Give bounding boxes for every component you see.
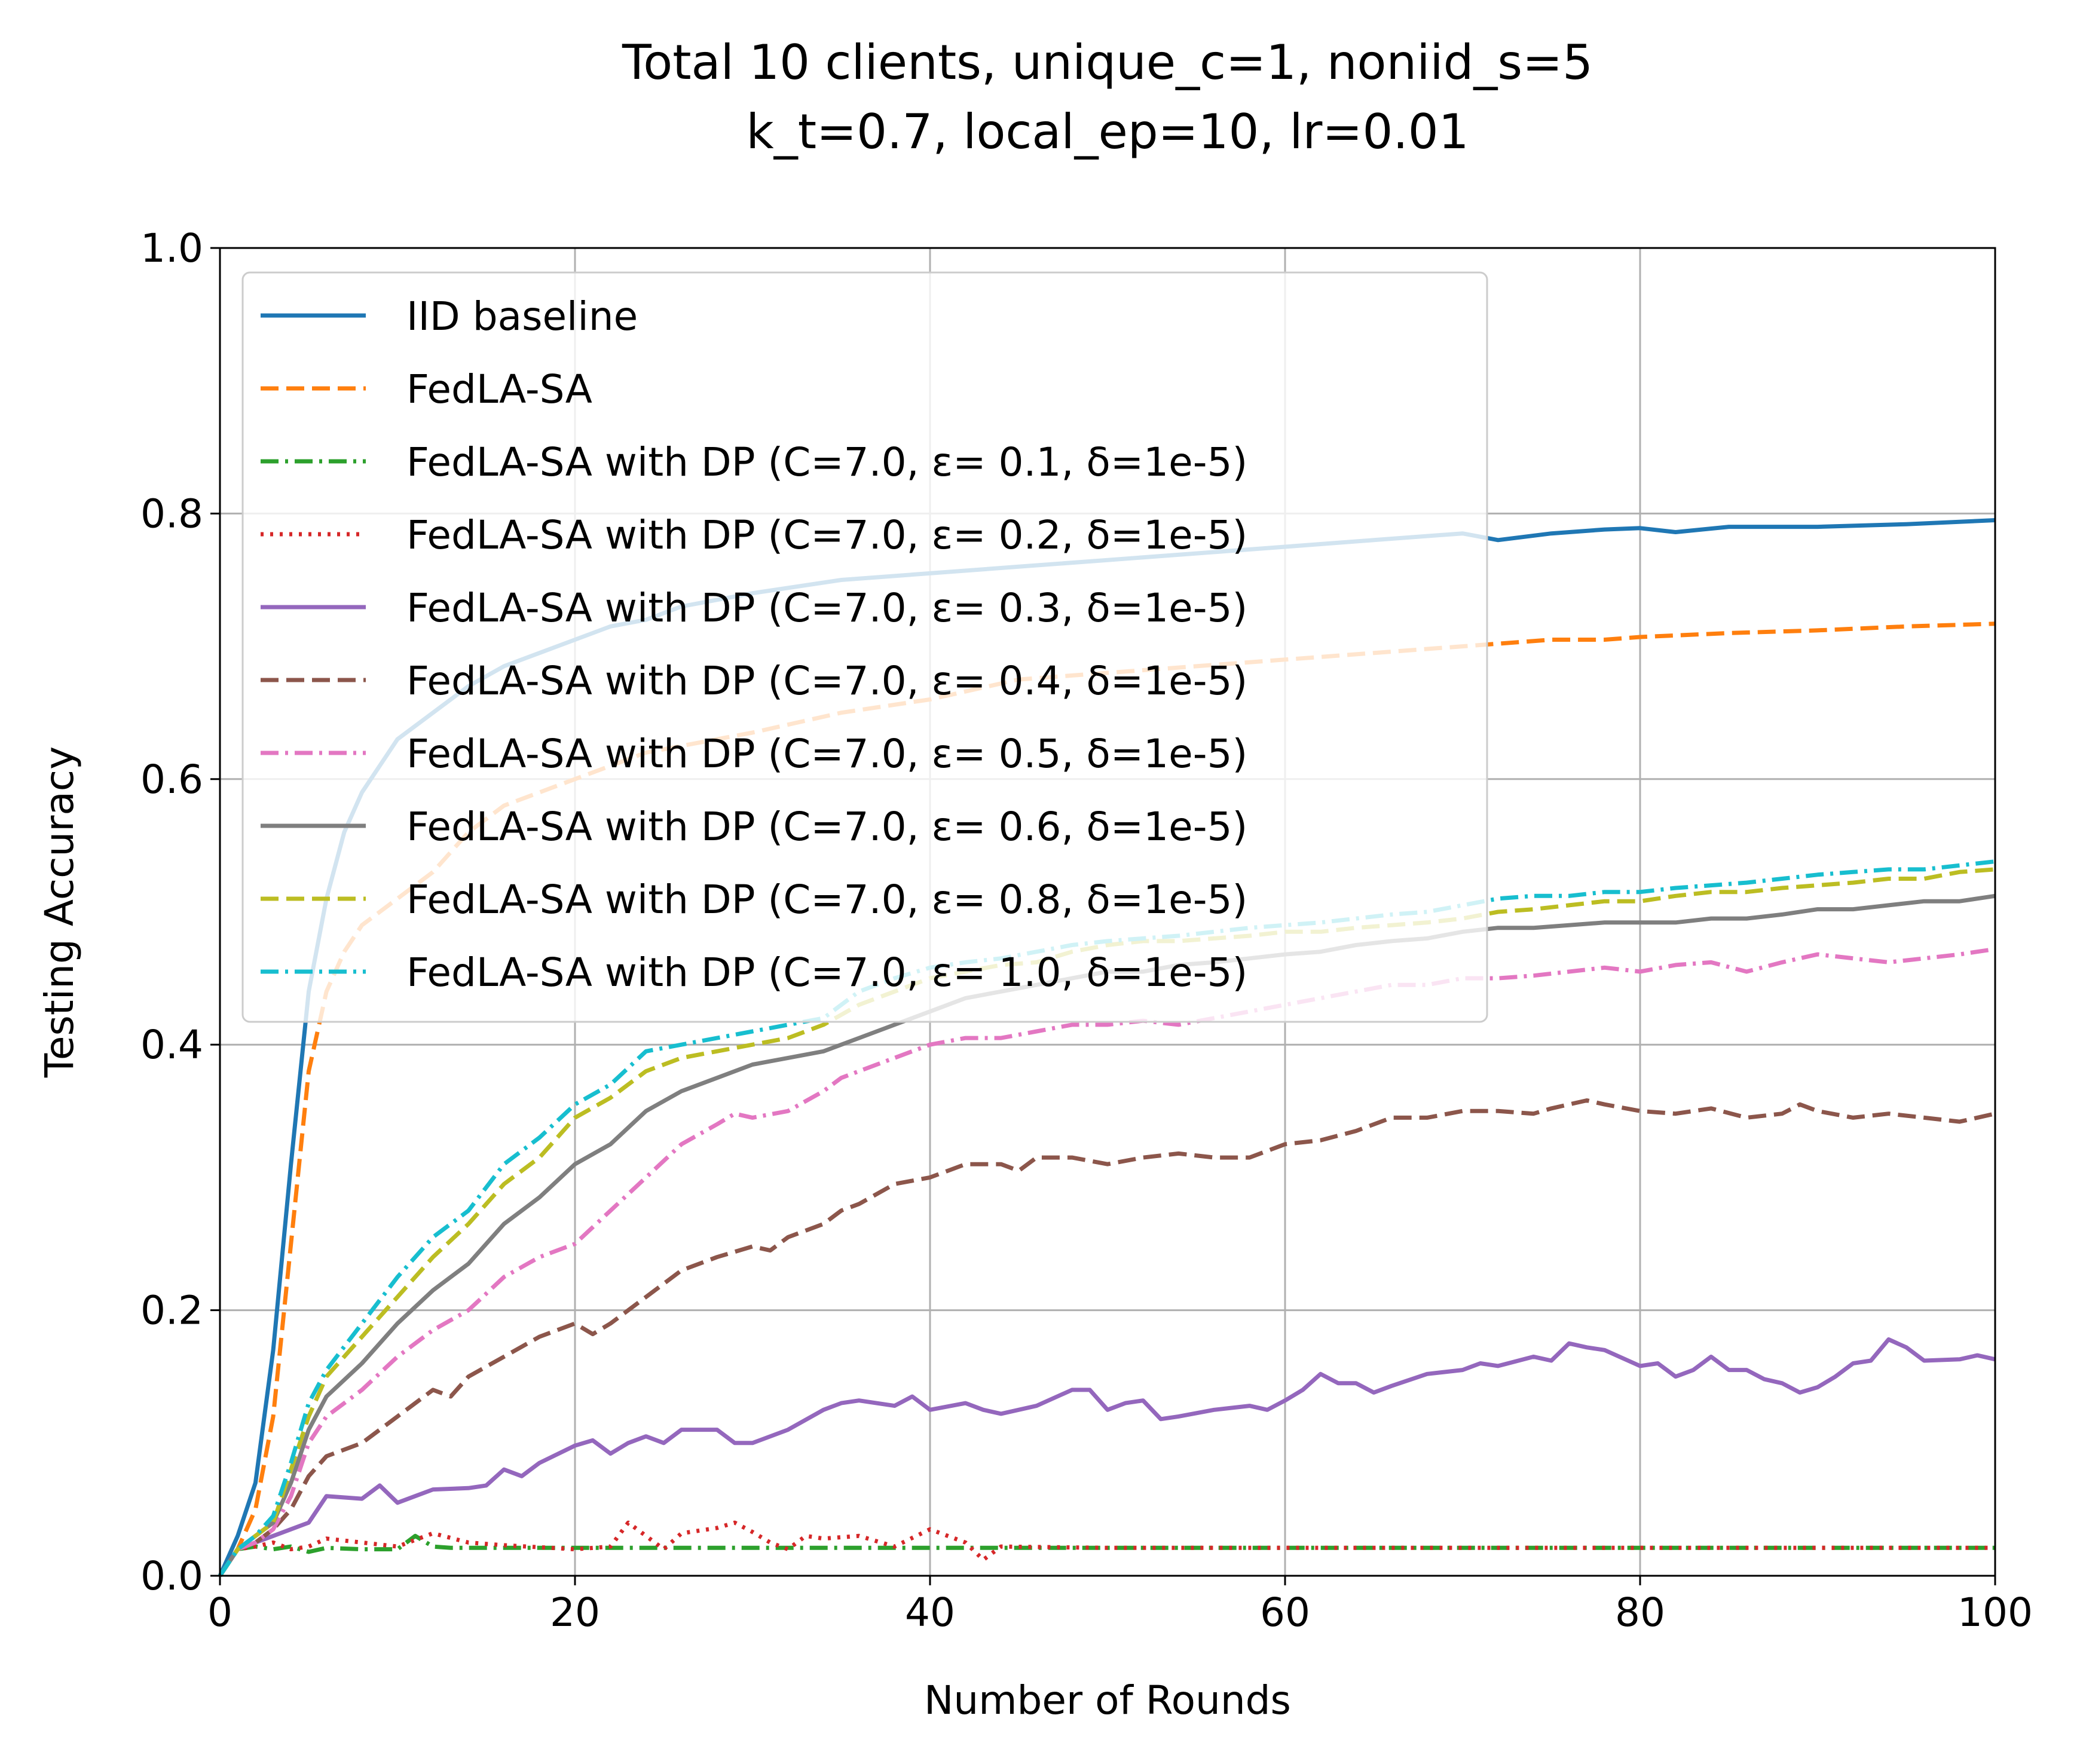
- legend-label-1: FedLA-SA: [406, 366, 592, 412]
- series-line-4: [218, 1337, 1996, 1577]
- series-line-6: [218, 947, 1996, 1577]
- legend-label-9: FedLA-SA with DP (C=7.0, ε= 1.0, δ=1e-5): [406, 950, 1247, 996]
- y-tick-label: 0.2: [140, 1288, 203, 1334]
- x-tick-label: 60: [1260, 1590, 1310, 1636]
- y-tick-label: 0.4: [140, 1022, 203, 1068]
- x-tick-label: 100: [1957, 1590, 2033, 1636]
- chart-title: Total 10 clients, unique_c=1, noniid_s=5: [622, 35, 1593, 90]
- legend-label-3: FedLA-SA with DP (C=7.0, ε= 0.2, δ=1e-5): [406, 512, 1247, 558]
- x-tick-label: 80: [1615, 1590, 1665, 1636]
- x-tick-label: 20: [550, 1590, 600, 1636]
- legend-label-8: FedLA-SA with DP (C=7.0, ε= 0.8, δ=1e-5): [406, 877, 1247, 923]
- y-tick-label: 1.0: [140, 225, 203, 271]
- y-tick-label: 0.8: [140, 491, 203, 537]
- y-axis-label: Testing Accuracy: [36, 746, 82, 1078]
- legend-label-6: FedLA-SA with DP (C=7.0, ε= 0.5, δ=1e-5): [406, 731, 1247, 777]
- plot-frame: [219, 247, 1996, 1577]
- series-line-8: [218, 867, 1996, 1577]
- legend: IID baseline FedLA-SA FedLA-SA with DP (C=…: [241, 271, 1488, 1023]
- x-tick-label: 40: [905, 1590, 955, 1636]
- y-tick-label: 0.0: [140, 1553, 203, 1599]
- x-axis-label: Number of Rounds: [924, 1677, 1291, 1723]
- legend-label-0: IID baseline: [406, 293, 638, 339]
- legend-label-2: FedLA-SA with DP (C=7.0, ε= 0.1, δ=1e-5): [406, 439, 1247, 485]
- series-line-9: [218, 859, 1996, 1577]
- legend-label-5: FedLA-SA with DP (C=7.0, ε= 0.4, δ=1e-5): [406, 658, 1247, 704]
- series-line-3: [218, 1520, 1995, 1577]
- y-tick-label: 0.6: [140, 757, 203, 803]
- series-line-5: [218, 1098, 1996, 1577]
- legend-box: [241, 271, 1488, 1023]
- axis-ticks: 0 20 40 60 80 100 0.0 0.2 0.4 0.6 0.8 1.0: [140, 225, 2033, 1636]
- legend-label-4: FedLA-SA with DP (C=7.0, ε= 0.3, δ=1e-5): [406, 585, 1247, 631]
- legend-label-7: FedLA-SA with DP (C=7.0, ε= 0.6, δ=1e-5): [406, 804, 1247, 850]
- x-tick-label: 0: [207, 1590, 233, 1636]
- chart-subtitle: k_t=0.7, local_ep=10, lr=0.01: [746, 104, 1469, 160]
